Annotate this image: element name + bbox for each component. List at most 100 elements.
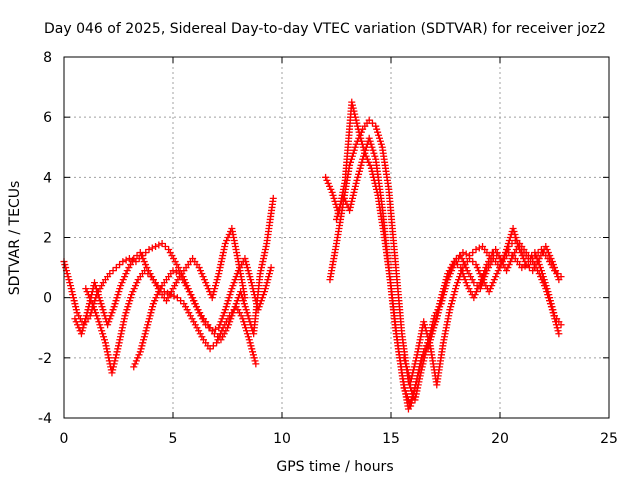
data-point-fill (409, 369, 417, 377)
data-point (452, 282, 460, 290)
data-point-fill (99, 330, 107, 338)
data-point-fill (258, 294, 266, 302)
data-point-fill (123, 306, 131, 314)
data-point-fill (521, 262, 529, 270)
data-point-fill (118, 279, 126, 287)
data-point-fill (182, 303, 190, 311)
data-point-fill (439, 288, 447, 296)
data-point-fill (410, 366, 418, 374)
data-point-fill (183, 306, 191, 314)
data-point-fill (538, 276, 546, 284)
data-point (470, 294, 478, 302)
data-point (73, 309, 81, 317)
data-point-fill (115, 288, 123, 296)
data-point-fill (410, 387, 418, 395)
data-point-fill (221, 243, 229, 251)
data-point-fill (74, 321, 82, 329)
data-point-fill (407, 375, 415, 383)
data-point-fill (214, 273, 222, 281)
data-point-fill (204, 285, 212, 293)
data-point (444, 270, 452, 278)
data-point-fill (173, 261, 181, 269)
data-point (241, 294, 249, 302)
data-point-fill (130, 285, 138, 293)
data-point (121, 312, 129, 320)
data-point-fill (482, 264, 490, 272)
data-point-fill (472, 288, 480, 296)
data-point-fill (127, 294, 135, 302)
data-point-fill (167, 288, 175, 296)
data-point-fill (190, 318, 198, 326)
data-point-fill (425, 339, 433, 347)
data-point-fill (146, 270, 154, 278)
data-point-fill (131, 360, 139, 368)
data-point-fill (220, 309, 228, 317)
data-point (503, 267, 511, 275)
data-point-fill (549, 264, 557, 272)
data-point-fill (217, 330, 225, 338)
data-point-fill (61, 261, 69, 269)
data-point-fill (434, 306, 442, 314)
data-point-fill (196, 330, 204, 338)
data-point-fill (231, 276, 239, 284)
x-tick-label: 5 (169, 431, 178, 447)
data-point-fill (243, 261, 251, 269)
data-point-fill (145, 315, 153, 323)
data-point-fill (550, 312, 558, 320)
data-point-fill (133, 279, 141, 287)
data-point (365, 116, 373, 124)
data-point-fill (505, 237, 513, 245)
data-point-fill (440, 282, 448, 290)
data-point-fill (122, 256, 130, 264)
data-point-fill (235, 309, 243, 317)
data-point-fill (330, 194, 338, 202)
data-point-fill (361, 149, 369, 157)
data-point-fill (421, 321, 429, 329)
data-point-fill (549, 309, 557, 317)
chart-title: Day 046 of 2025, Sidereal Day-to-day VTE… (44, 21, 606, 37)
data-point-fill (351, 110, 359, 118)
data-point-fill (547, 303, 555, 311)
data-point-fill (224, 315, 232, 323)
data-point (492, 273, 500, 281)
data-point-fill (69, 291, 77, 299)
data-point-fill (88, 291, 96, 299)
data-point-fill (503, 243, 511, 251)
x-tick-label: 15 (382, 431, 400, 447)
data-point-fill (100, 336, 108, 344)
data-point-fill (402, 360, 410, 368)
data-point-fill (140, 258, 148, 266)
data-point-fill (218, 327, 226, 335)
x-tick-label: 10 (273, 431, 291, 447)
data-point-fill (467, 288, 475, 296)
data-point-fill (168, 252, 176, 260)
data-point-fill (353, 176, 361, 184)
data-point-fill (112, 354, 120, 362)
data-point-fill (551, 315, 559, 323)
data-point (208, 327, 216, 335)
data-point-fill (171, 282, 179, 290)
data-point (483, 261, 491, 269)
data-point-fill (475, 282, 483, 290)
data-point-fill (126, 297, 134, 305)
data-point-fill (469, 258, 477, 266)
data-point-fill (474, 285, 482, 293)
data-point-fill (540, 282, 548, 290)
data-point-fill (486, 285, 494, 293)
data-point-fill (485, 258, 493, 266)
data-point-fill (239, 297, 247, 305)
data-point-fill (149, 303, 157, 311)
data-point-fill (377, 140, 385, 148)
y-tick-label: 2 (43, 231, 52, 247)
data-point-fill (234, 306, 242, 314)
data-point-fill (108, 309, 116, 317)
data-point-fill (185, 288, 193, 296)
data-point (518, 264, 526, 272)
x-tick-label: 0 (60, 431, 69, 447)
data-point-fill (205, 324, 213, 332)
data-point (130, 363, 138, 371)
data-point-fill (166, 249, 174, 257)
data-point-fill (223, 237, 231, 245)
data-point (437, 294, 445, 302)
data-point-fill (185, 309, 193, 317)
